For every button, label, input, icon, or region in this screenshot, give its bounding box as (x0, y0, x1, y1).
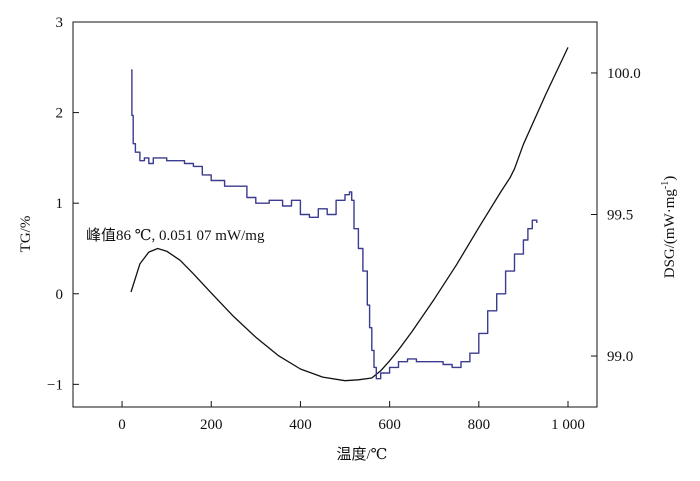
series-line-1 (131, 69, 538, 380)
y-left-tick-label-2: 1 (56, 196, 64, 212)
y-right-axis-title-sup: -1 (660, 181, 671, 189)
x-tick-label-3: 600 (378, 417, 401, 433)
y-right-axis-title: DSG/(mW·mg-1) (660, 176, 678, 279)
x-tick-label-2: 400 (289, 417, 312, 433)
x-tick-label-1: 200 (200, 417, 223, 433)
tick-labels: 0 200 400 600 800 1 000 −1 0 1 2 3 99.0 99.5 100.0 (47, 15, 641, 433)
y-right-tick-label-2: 100.0 (607, 66, 641, 82)
x-axis-title: 温度/℃ (337, 446, 388, 463)
y-left-tick-label-1: 0 (56, 287, 64, 303)
x-tick-label-4: 800 (468, 417, 491, 433)
y-left-tick-label-4: 3 (56, 15, 64, 31)
y-left-tick-label-0: −1 (47, 377, 63, 393)
y-right-tick-label-0: 99.0 (607, 349, 633, 365)
peak-annotation: 峰值86 ℃, 0.051 07 mW/mg (86, 227, 265, 244)
y-right-axis-title-close: ) (662, 176, 678, 181)
x-tick-label-0: 0 (118, 417, 126, 433)
tick-marks (73, 21, 597, 407)
y-right-tick-label-1: 99.5 (607, 208, 633, 224)
y-left-tick-label-3: 2 (56, 106, 64, 122)
x-tick-label-5: 1 000 (551, 417, 585, 433)
y-right-axis-title-main: DSG/(mW·mg (662, 189, 678, 279)
series-layer (130, 47, 569, 382)
series-line-0 (130, 47, 569, 382)
y-left-axis-title: TG/% (18, 216, 34, 253)
